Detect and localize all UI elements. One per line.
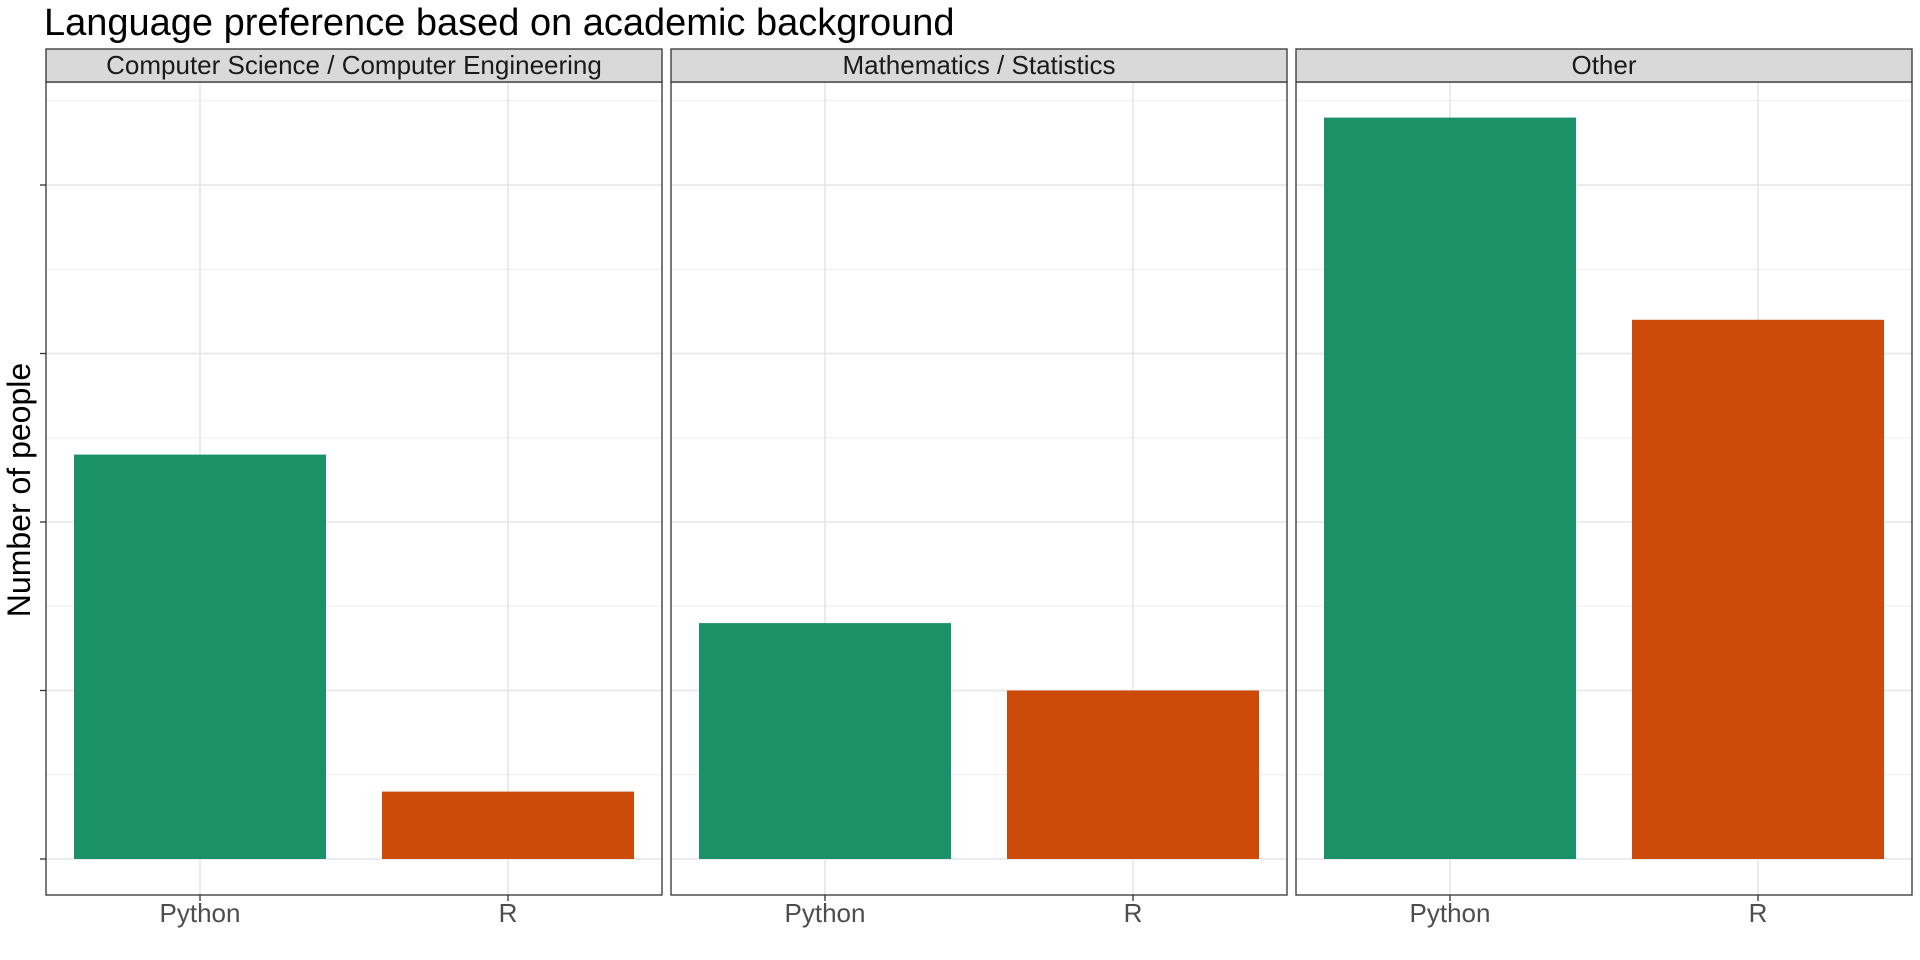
x-tick-label: R (1749, 898, 1768, 928)
facet-strip-label: Mathematics / Statistics (842, 50, 1115, 80)
facet-strip (45, 48, 663, 83)
bar-r (1007, 690, 1259, 859)
facet-strip (670, 48, 1288, 83)
bar-python (1324, 117, 1576, 860)
facets: Computer Science / Computer Engineering P… (40, 48, 1913, 928)
x-tick-label: R (499, 898, 518, 928)
bar-r (382, 791, 634, 859)
facet-panel: Computer Science / Computer Engineering P… (45, 48, 663, 928)
bar-r (1632, 319, 1884, 859)
y-axis-label: Number of people (1, 363, 37, 617)
x-tick-label: Python (785, 898, 866, 928)
y-axis-ticks (40, 184, 46, 860)
facet-panel: Other Python R (1295, 48, 1913, 928)
chart-title: Language preference based on academic ba… (44, 2, 955, 44)
facet-strip (1295, 48, 1913, 83)
x-tick-label: Python (1410, 898, 1491, 928)
bar-python (74, 454, 326, 859)
x-tick-label: R (1124, 898, 1143, 928)
facet-strip-label: Other (1571, 50, 1636, 80)
facet-panel: Mathematics / Statistics Python R (670, 48, 1288, 928)
x-tick-label: Python (160, 898, 241, 928)
bar-python (699, 623, 951, 859)
facet-strip-label: Computer Science / Computer Engineering (106, 50, 602, 80)
